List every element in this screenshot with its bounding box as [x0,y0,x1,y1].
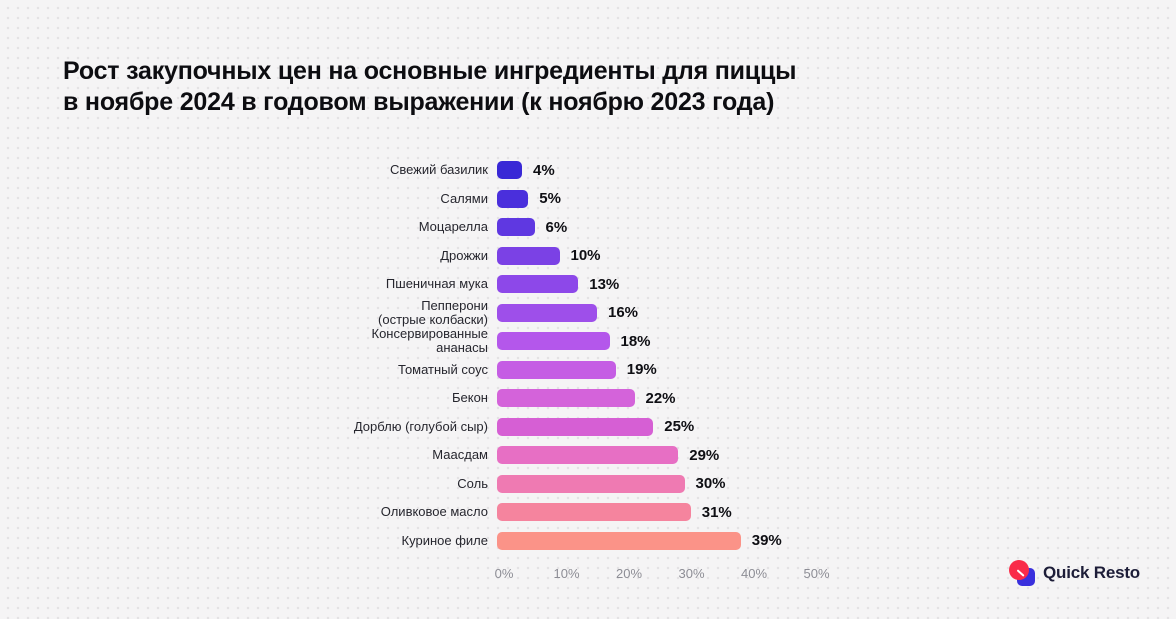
category-label: Дрожжи [440,247,488,263]
x-axis-tick: 30% [678,566,705,581]
value-label: 18% [620,332,651,350]
x-axis-tick: 0% [494,566,514,581]
bar-chart: Свежий базилик 4% Салями 5% Моцарелла 6% Дрожж… [0,156,1176,555]
category-label: Томатный соус [398,361,488,377]
chart-rows: Свежий базилик 4% Салями 5% Моцарелла 6% Дрожж… [0,156,1176,555]
chart-row: Свежий базилик 4% [0,156,1176,185]
x-axis-tick: 40% [740,566,768,581]
chart-row: Моцарелла 6% [0,213,1176,242]
value-label: 30% [695,475,726,493]
chart-row: Томатный соус 19% [0,356,1176,385]
value-label: 19% [626,361,657,379]
category-label: Дорблю (голубой сыр) [353,418,488,434]
value-label: 39% [751,532,782,550]
x-axis-tick: 10% [553,566,580,581]
value-label: 5% [539,190,561,208]
bar [497,303,597,322]
chart-row: Дорблю (голубой сыр) 25% [0,413,1176,442]
bar [497,446,679,465]
chart-row: Оливковое масло 31% [0,498,1176,527]
bar [497,474,685,493]
value-label: 4% [533,161,555,179]
bar [497,246,560,265]
page-title: Рост закупочных цен на основные ингредие… [63,57,797,116]
bar [497,531,741,550]
chart-row: Салями 5% [0,185,1176,214]
category-label: Салями [440,190,488,206]
category-label: Свежий базилик [389,162,488,178]
value-label: 6% [545,218,568,236]
chart-row: Дрожжи 10% [0,242,1176,271]
chart-row: Бекон 22% [0,384,1176,413]
chart-row: Пепперони (острые колбаски) 16% [0,297,1176,328]
category-label: Соль [457,475,488,491]
bar [497,161,522,180]
bar [497,417,654,436]
value-label: 22% [645,389,676,407]
bar [497,389,635,408]
value-label: 10% [570,247,601,265]
category-label: Маасдам [432,447,488,463]
category-label: Моцарелла [418,219,488,235]
quick-resto-logo-icon [1008,559,1036,587]
bar [497,360,616,379]
bar [497,218,535,237]
category-label: Бекон [451,390,488,406]
quick-resto-logo: Quick Resto [1008,558,1140,588]
value-label: 29% [689,446,720,464]
x-axis-tick: 50% [803,566,830,581]
x-axis-tick: 20% [615,566,643,581]
category-label: Куриное филе [401,532,488,548]
value-label: 16% [608,304,639,322]
category-label: Консервированные ананасы [371,326,489,356]
chart-row: Маасдам 29% [0,441,1176,470]
bar [497,332,610,351]
category-label: Пшеничная мука [385,276,488,292]
bar [497,275,579,294]
x-axis: 0% 10% 20% 30% 40% 50% [0,566,1176,584]
bar [497,503,691,522]
category-label: Оливковое масло [380,504,488,520]
value-label: 25% [664,418,695,436]
chart-row: Консервированные ананасы 18% [0,327,1176,356]
chart-row: Куриное филе 39% [0,527,1176,556]
logo-wordmark: Quick Resto [1043,563,1140,582]
bar [497,189,529,208]
value-label: 13% [589,275,620,293]
chart-row: Пшеничная мука 13% [0,270,1176,299]
category-label: Пепперони (острые колбаски) [378,297,488,327]
value-label: 31% [701,503,732,521]
chart-row: Соль 30% [0,470,1176,499]
